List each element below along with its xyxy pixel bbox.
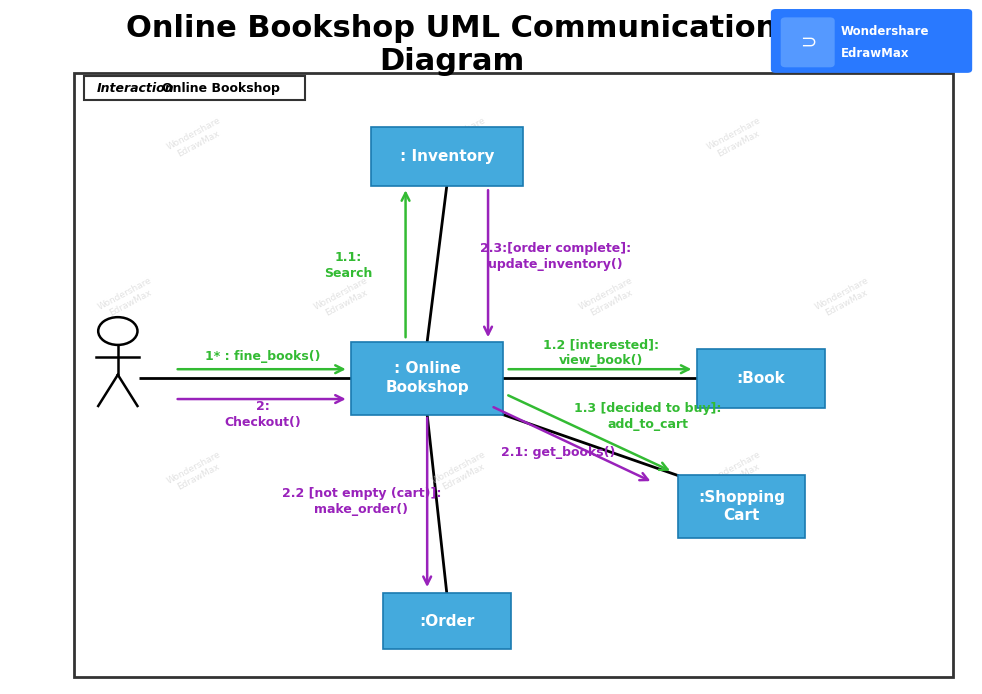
Text: Wondershare
EdrawMax: Wondershare EdrawMax	[706, 449, 767, 495]
FancyBboxPatch shape	[383, 593, 511, 649]
Text: : Inventory: : Inventory	[400, 149, 494, 164]
FancyBboxPatch shape	[697, 348, 825, 407]
Text: Wondershare: Wondershare	[841, 25, 929, 37]
Text: ⊃: ⊃	[800, 33, 816, 52]
FancyBboxPatch shape	[771, 9, 972, 73]
FancyBboxPatch shape	[678, 475, 805, 538]
Text: 1.1:
Search: 1.1: Search	[324, 251, 373, 280]
Text: Wondershare
EdrawMax: Wondershare EdrawMax	[97, 276, 158, 321]
Text: :Order: :Order	[419, 613, 474, 629]
Text: Online Bookshop: Online Bookshop	[162, 83, 280, 95]
Text: :Shopping
Cart: :Shopping Cart	[698, 490, 785, 523]
Text: 1* : fine_books(): 1* : fine_books()	[205, 350, 321, 362]
FancyBboxPatch shape	[74, 73, 953, 677]
Text: 2.3:[order complete]:
update_inventory(): 2.3:[order complete]: update_inventory()	[480, 242, 631, 271]
FancyBboxPatch shape	[84, 76, 305, 100]
Text: EdrawMax: EdrawMax	[841, 47, 909, 60]
Text: 2:
Checkout(): 2: Checkout()	[225, 400, 301, 429]
FancyBboxPatch shape	[352, 341, 503, 414]
Text: Wondershare
EdrawMax: Wondershare EdrawMax	[706, 116, 767, 162]
Text: Wondershare
EdrawMax: Wondershare EdrawMax	[431, 449, 492, 495]
Text: 1.3 [decided to buy]:
add_to_cart: 1.3 [decided to buy]: add_to_cart	[574, 402, 722, 431]
Text: : Online
Bookshop: : Online Bookshop	[385, 362, 469, 395]
Text: 2.2 [not empty (cart)]:
make_order(): 2.2 [not empty (cart)]: make_order()	[282, 486, 441, 516]
Text: 1.2 [interested]:
view_book(): 1.2 [interested]: view_book()	[543, 338, 659, 367]
Text: :Book: :Book	[736, 371, 786, 386]
FancyBboxPatch shape	[781, 17, 835, 67]
Text: Wondershare
EdrawMax: Wondershare EdrawMax	[814, 276, 875, 321]
Text: Interaction: Interaction	[96, 83, 174, 95]
Text: Wondershare
EdrawMax: Wondershare EdrawMax	[166, 116, 227, 162]
Text: Wondershare
EdrawMax: Wondershare EdrawMax	[313, 276, 374, 321]
Text: 2.1: get_books(): 2.1: get_books()	[501, 446, 615, 459]
Text: Wondershare
EdrawMax: Wondershare EdrawMax	[166, 449, 227, 495]
Text: Wondershare
EdrawMax: Wondershare EdrawMax	[431, 116, 492, 162]
Text: Online Bookshop UML Communication
Diagram: Online Bookshop UML Communication Diagra…	[126, 14, 778, 76]
FancyBboxPatch shape	[370, 126, 522, 186]
Text: Wondershare
EdrawMax: Wondershare EdrawMax	[578, 276, 639, 321]
